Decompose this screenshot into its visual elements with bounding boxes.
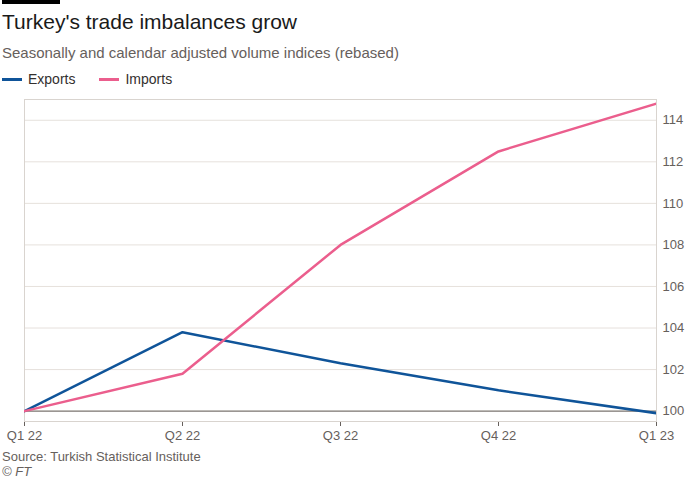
html-text:Imports: Imports [125,71,173,87]
svg-text:104: 104 [663,320,685,335]
svg-text:114: 114 [663,112,684,127]
svg-text:Q2 22: Q2 22 [165,428,200,443]
html-text:Exports: Exports [28,71,76,87]
html-text:Turkey's trade imbalances grow: Turkey's trade imbalances grow [2,10,297,33]
html-text:Seasonally and calendar adjust: Seasonally and calendar adjusted volume … [2,44,399,61]
svg-text:Q1 23: Q1 23 [639,428,674,443]
svg-text:Q1 22: Q1 22 [7,428,42,443]
html-text:© FT: © FT [2,464,32,479]
svg-text:110: 110 [663,196,684,211]
svg-text:106: 106 [663,279,685,294]
html-text:Source: Turkish Statistical In: Source: Turkish Statistical Institute [2,449,201,464]
svg-text:102: 102 [663,362,685,377]
svg-text:Q3 22: Q3 22 [323,428,358,443]
svg-text:108: 108 [663,237,685,252]
svg-text:100: 100 [663,403,685,418]
svg-text:Q4 22: Q4 22 [481,428,516,443]
svg-text:112: 112 [663,154,684,169]
